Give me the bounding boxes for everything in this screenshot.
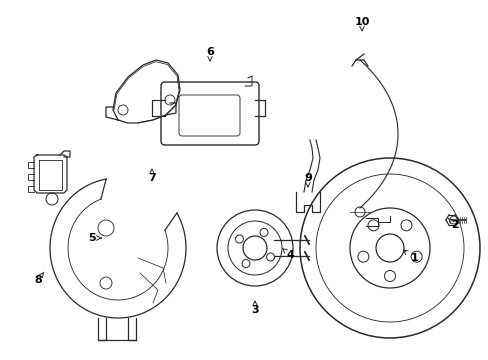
Text: 6: 6 (205, 47, 214, 61)
Circle shape (260, 228, 267, 237)
Circle shape (242, 260, 249, 267)
Text: 4: 4 (282, 249, 293, 260)
Text: 8: 8 (34, 272, 44, 285)
Text: 9: 9 (304, 173, 311, 187)
Circle shape (235, 235, 243, 243)
Text: 5: 5 (88, 233, 101, 243)
Text: 2: 2 (447, 218, 458, 230)
Text: 10: 10 (354, 17, 369, 31)
Circle shape (266, 253, 274, 261)
Text: 3: 3 (251, 301, 258, 315)
Text: 7: 7 (148, 169, 156, 183)
Text: 1: 1 (403, 250, 418, 263)
